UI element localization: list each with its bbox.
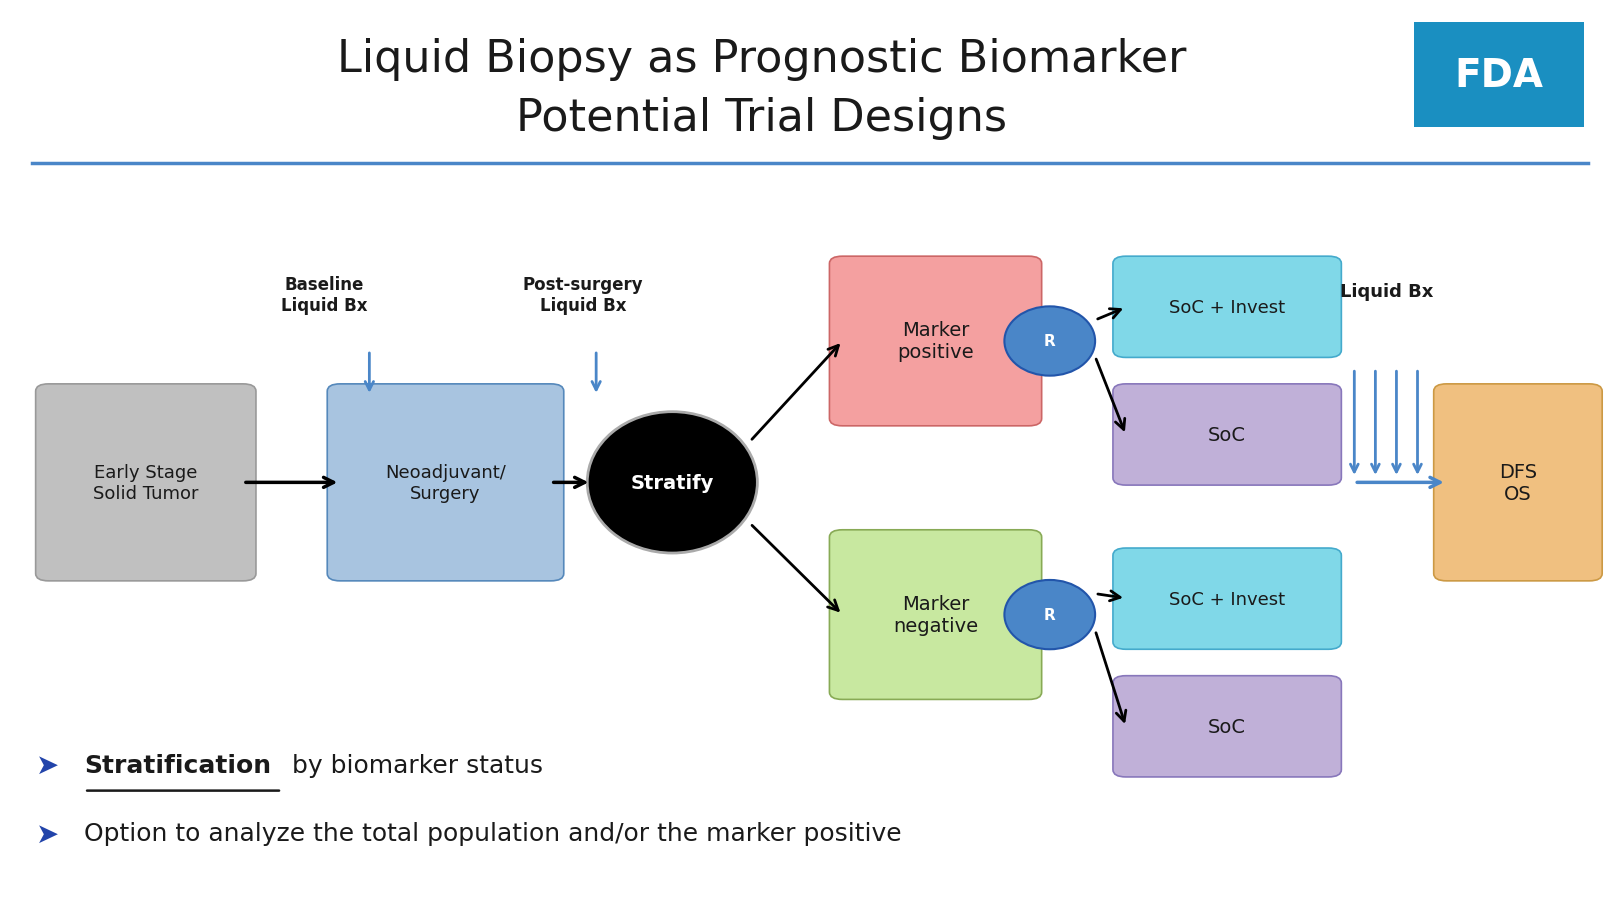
Text: FDA: FDA (1455, 56, 1542, 95)
FancyBboxPatch shape (327, 384, 564, 581)
FancyBboxPatch shape (1414, 23, 1584, 128)
FancyBboxPatch shape (1434, 384, 1602, 581)
Text: Marker
negative: Marker negative (893, 595, 978, 635)
Text: ➤: ➤ (36, 752, 58, 779)
FancyBboxPatch shape (1113, 676, 1341, 777)
Text: Stratification: Stratification (84, 753, 272, 777)
Ellipse shape (1004, 580, 1095, 650)
Text: Marker
positive: Marker positive (897, 322, 974, 362)
FancyBboxPatch shape (1113, 384, 1341, 486)
Text: Early Stage
Solid Tumor: Early Stage Solid Tumor (92, 464, 199, 502)
Text: Post-surgery
Liquid Bx: Post-surgery Liquid Bx (523, 275, 643, 314)
Text: SoC: SoC (1209, 717, 1246, 736)
Ellipse shape (1004, 307, 1095, 376)
Text: SoC: SoC (1209, 425, 1246, 445)
Text: R: R (1043, 334, 1056, 349)
FancyBboxPatch shape (1113, 548, 1341, 650)
Ellipse shape (586, 413, 757, 554)
FancyBboxPatch shape (36, 384, 256, 581)
Text: SoC + Invest: SoC + Invest (1170, 590, 1285, 608)
Text: Option to analyze the total population and/or the marker positive: Option to analyze the total population a… (84, 822, 902, 845)
Text: Liquid Biopsy as Prognostic Biomarker: Liquid Biopsy as Prognostic Biomarker (337, 37, 1186, 81)
Text: Potential Trial Designs: Potential Trial Designs (515, 97, 1008, 140)
Text: SoC + Invest: SoC + Invest (1170, 299, 1285, 316)
FancyBboxPatch shape (829, 530, 1042, 700)
Text: Neoadjuvant/
Surgery: Neoadjuvant/ Surgery (386, 464, 505, 502)
Text: Liquid Bx: Liquid Bx (1340, 282, 1434, 301)
FancyBboxPatch shape (829, 257, 1042, 426)
Text: Baseline
Liquid Bx: Baseline Liquid Bx (280, 275, 368, 314)
Text: by biomarker status: by biomarker status (284, 753, 543, 777)
Text: DFS
OS: DFS OS (1498, 463, 1537, 503)
Text: ➤: ➤ (36, 820, 58, 847)
Text: Stratify: Stratify (630, 474, 714, 492)
FancyBboxPatch shape (1113, 257, 1341, 358)
Text: R: R (1043, 608, 1056, 622)
